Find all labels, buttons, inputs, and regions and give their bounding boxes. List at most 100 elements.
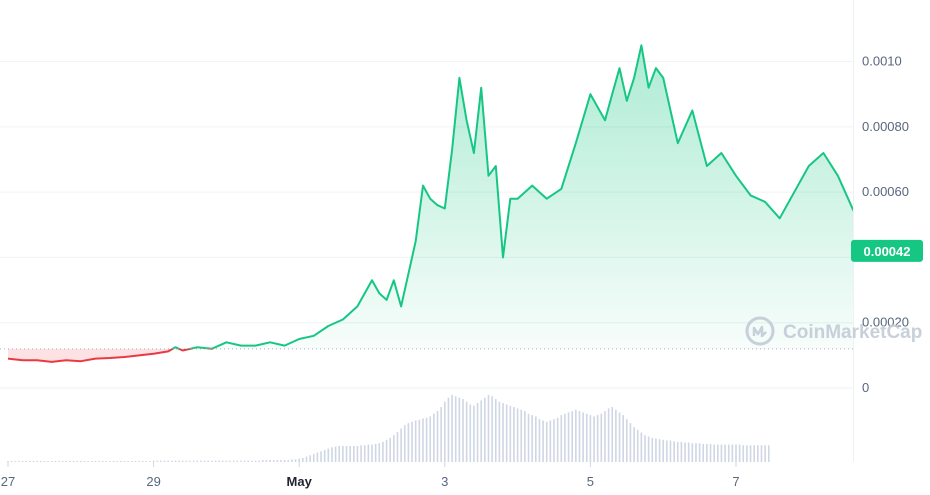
volume-bar [83, 461, 86, 462]
volume-bar [65, 461, 68, 462]
volume-bar [629, 423, 632, 462]
volume-bar [338, 445, 341, 462]
volume-bar [658, 439, 661, 462]
coinmarketcap-logo-icon [745, 316, 775, 346]
volume-bar [101, 461, 104, 462]
volume-bar [476, 403, 479, 462]
volume-bar [251, 460, 253, 462]
volume-bar [480, 400, 482, 462]
volume-bar [498, 401, 501, 462]
volume-bar [389, 437, 391, 462]
volume-bar [349, 445, 351, 462]
price-line-down [7, 348, 215, 363]
volume-bar [294, 459, 297, 462]
volume-bar [571, 411, 573, 462]
volume-bar [174, 460, 177, 462]
volume-bar [585, 413, 588, 462]
volume-bar [232, 460, 235, 462]
volume-bar [145, 461, 148, 462]
volume-bar [673, 441, 675, 462]
volume-bar [214, 460, 217, 462]
volume-bar [43, 461, 46, 462]
volume-bar [167, 460, 169, 462]
volume-bar [604, 411, 606, 462]
volume-bar [626, 419, 628, 462]
volume-bar [287, 459, 290, 462]
volume-bar [18, 461, 20, 462]
volume-bar [280, 459, 282, 462]
volume-bar [462, 399, 464, 462]
y-tick-label: 0.0010 [862, 54, 902, 69]
price-line [7, 44, 853, 363]
volume-bar [553, 419, 555, 462]
volume-bar [473, 405, 475, 462]
volume-bar [411, 421, 413, 462]
volume-bar [433, 413, 435, 462]
volume-bar [149, 461, 151, 462]
volume-bar [564, 413, 566, 462]
volume-bar [731, 444, 734, 462]
volume-bar [7, 461, 9, 462]
volume-bar [447, 397, 450, 462]
volume-bar [451, 395, 453, 462]
price-area [8, 45, 853, 362]
volume-bar [171, 460, 173, 462]
volume-bar [727, 444, 730, 462]
current-price-badge: 0.00042 [851, 239, 923, 262]
volume-bar [724, 444, 726, 462]
x-tick-label: 3 [441, 474, 448, 489]
volume-bar [305, 456, 308, 462]
volume-bar [542, 420, 544, 462]
volume-bar [90, 461, 93, 462]
volume-bar [687, 442, 690, 462]
volume-bar [192, 460, 195, 462]
volume-bar [254, 460, 257, 462]
volume-bar [98, 461, 100, 462]
volume-bar [509, 405, 512, 462]
volume-bar [436, 411, 439, 462]
volume-bar [556, 417, 559, 462]
volume-bar [211, 460, 213, 462]
volume-bar [112, 461, 115, 462]
volume-bar [454, 396, 457, 462]
volume-bar [746, 445, 748, 462]
y-tick-label: 0.00020 [862, 315, 909, 330]
volume-bar [407, 423, 410, 462]
y-axis-ticks: 0 0.00020 0.00060 0.00080 0.0010 [862, 54, 909, 395]
volume-bar [680, 441, 683, 462]
volume-bar [353, 445, 355, 462]
volume-bar [647, 436, 650, 462]
watermark: CoinMarketCap [745, 316, 922, 346]
volume-bar [116, 461, 118, 462]
current-price-label: 0.00042 [864, 244, 911, 259]
volume-bar [403, 425, 406, 462]
volume-bar [47, 461, 49, 462]
volume-bar [607, 408, 610, 462]
volume-bar [429, 416, 432, 462]
volume-bar [560, 415, 563, 462]
volume-bar [615, 409, 617, 462]
volume-bar [611, 407, 614, 462]
volume-bar [684, 442, 686, 462]
volume-bar [738, 444, 741, 462]
volume-bar [382, 441, 384, 462]
volume-bar [10, 461, 13, 462]
volume-bar [371, 444, 373, 462]
volume-bar [218, 460, 220, 462]
volume-bar [706, 443, 708, 462]
volume-bar [618, 412, 621, 462]
volume-bar [666, 440, 668, 462]
volume-bar [29, 461, 31, 462]
volume-bar [302, 457, 304, 462]
volume-bar [138, 461, 140, 462]
volume-bar [655, 438, 657, 462]
volume-bar [298, 458, 300, 462]
volume-bar [141, 461, 144, 462]
volume-bar [272, 459, 275, 462]
volume-bar [331, 447, 333, 462]
volume-bar [524, 411, 526, 462]
current-price-badge-bg [851, 239, 923, 262]
volume-bar [695, 443, 697, 462]
y-tick-label: 0.00060 [862, 184, 909, 199]
